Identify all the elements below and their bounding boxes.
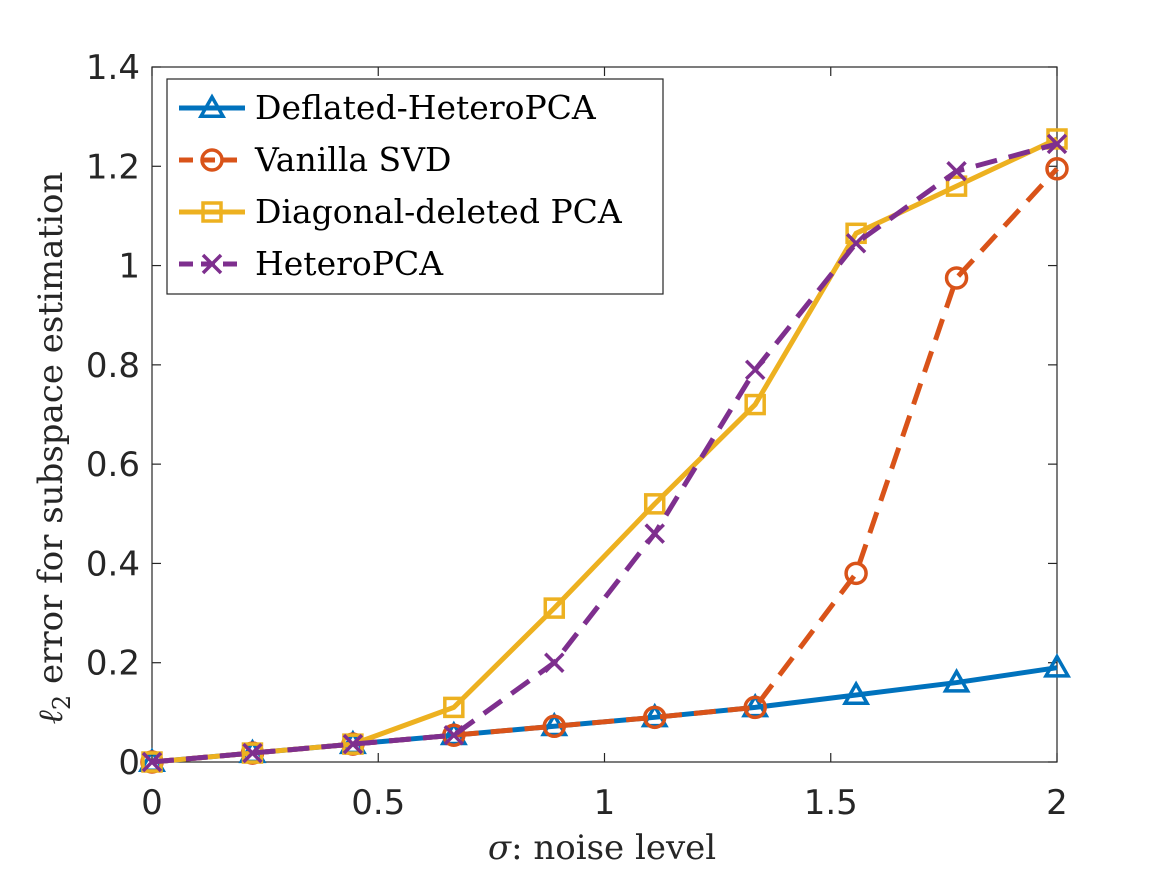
y-tick-label: 0.8: [86, 346, 140, 386]
marker-stroke: [1046, 133, 1068, 155]
data-point: [342, 733, 364, 755]
data-point: [642, 705, 667, 730]
marker-stroke: [242, 742, 263, 764]
y-tick-label: 0.4: [86, 544, 140, 584]
data-point: [644, 523, 665, 544]
data-point: [242, 742, 263, 764]
axis-ticks: 0 0.5 1 1.5 2 0 0.2 0.4 0.6 0.8 1 1.2 1.4: [86, 48, 1068, 823]
marker-stroke: [201, 253, 223, 275]
data-point: [744, 393, 766, 416]
legend: Deflated-HeteroPCA Vanilla SVD Diagonal-de…: [166, 78, 664, 295]
marker-stroke: [744, 359, 766, 381]
series-layer: [137, 128, 1072, 774]
data-point: [944, 266, 969, 290]
x-tick-label: 0: [141, 783, 163, 823]
data-point: [946, 161, 967, 182]
marker-stroke: [644, 523, 665, 544]
data-point: [443, 724, 465, 746]
x-axis-label: : noise level: [511, 828, 716, 868]
legend-marker: [201, 201, 223, 223]
x-tick-label: 0.5: [351, 783, 405, 823]
data-point: [643, 493, 666, 515]
data-point: [1046, 128, 1068, 150]
marker-stroke: [443, 724, 465, 746]
series-heteropca: [141, 133, 1068, 773]
x-tick-label: 1: [594, 783, 616, 823]
y-axis-symbol: ℓ: [31, 710, 71, 724]
marker-stroke: [342, 733, 364, 755]
data-point: [141, 751, 163, 773]
data-point: [942, 668, 971, 693]
data-point: [842, 680, 871, 705]
data-point: [443, 696, 465, 719]
data-point: [744, 359, 766, 381]
y-tick-label: 0.6: [86, 445, 140, 485]
y-axis-title: ℓ2 error for subspace estimation: [31, 172, 76, 725]
y-tick-label: 0.2: [86, 644, 140, 684]
legend-label: Vanilla SVD: [254, 140, 451, 179]
x-tick-label: 1.5: [804, 783, 858, 823]
data-point: [844, 561, 868, 586]
y-tick-label: 0: [118, 743, 140, 783]
legend-label: Diagonal-deleted PCA: [255, 192, 623, 231]
marker-stroke: [946, 161, 967, 182]
data-point: [945, 175, 968, 197]
data-point: [544, 652, 565, 673]
y-tick-label: 1.4: [86, 48, 140, 88]
data-point: [542, 714, 567, 739]
marker-stroke: [141, 751, 163, 773]
data-point: [1046, 133, 1068, 155]
legend-marker: [197, 93, 227, 118]
legend-label: HeteroPCA: [255, 244, 444, 283]
x-axis-symbol: σ: [488, 828, 512, 868]
series-line: [151, 141, 1058, 765]
legend-marker: [200, 148, 224, 172]
y-axis-subscript: 2: [48, 695, 76, 710]
x-axis-title: σ: noise level: [488, 828, 716, 868]
data-point: [1045, 157, 1069, 181]
y-tick-label: 1.2: [86, 147, 140, 187]
legend-box: [166, 78, 664, 295]
x-tick-label: 2: [1046, 783, 1068, 823]
legend-label: Deflated-HeteroPCA: [255, 88, 597, 127]
data-point: [845, 232, 867, 254]
y-axis-label: error for subspace estimation: [31, 172, 71, 695]
y-tick-label: 1: [118, 247, 140, 287]
data-point: [743, 695, 767, 720]
data-point: [543, 597, 566, 619]
data-point: [1042, 653, 1072, 678]
marker-stroke: [544, 652, 565, 673]
legend-marker: [201, 253, 223, 275]
marker-stroke: [845, 232, 867, 254]
